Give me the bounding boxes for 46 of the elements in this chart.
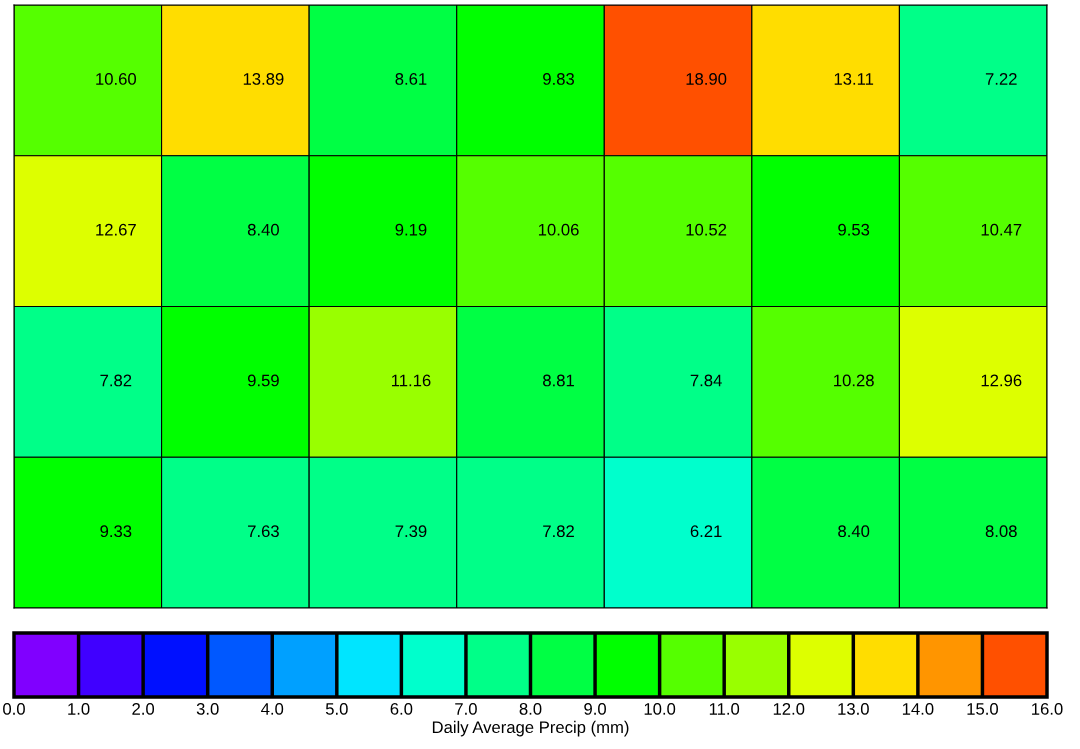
data-label: 7.84 <box>690 374 722 387</box>
data-label: 10.47 <box>981 223 1022 236</box>
color-bar-label: 5.0 <box>325 703 348 715</box>
data-label: 9.19 <box>395 223 427 236</box>
color-bar-label: 6.0 <box>390 703 413 715</box>
color-bar-label: 15.0 <box>967 703 999 715</box>
data-label: 13.11 <box>834 73 874 85</box>
data-label: 10.06 <box>538 223 579 236</box>
color-bar-label: 8.0 <box>519 703 542 715</box>
data-label: 7.63 <box>248 525 279 538</box>
data-label: 7.82 <box>100 374 132 387</box>
data-label: 7.82 <box>543 525 574 538</box>
color-bar-label: 10.0 <box>644 703 676 715</box>
data-label: 7.39 <box>395 525 427 538</box>
color-bar-label: 13.0 <box>838 703 869 715</box>
data-label: 8.40 <box>247 223 279 236</box>
color-bar-label: 12.0 <box>773 703 805 715</box>
data-label: 8.81 <box>543 374 574 387</box>
data-label: 10.28 <box>834 374 874 387</box>
data-label: 9.83 <box>543 73 575 85</box>
color-bar-label: 16.0 <box>1032 703 1063 715</box>
data-label: 6.21 <box>690 525 722 538</box>
color-bar-label: 0.0 <box>3 703 25 715</box>
data-label: 9.53 <box>838 223 870 236</box>
data-label: 8.08 <box>985 525 1017 538</box>
data-label: 8.40 <box>838 525 870 538</box>
color-bar-label: 2.0 <box>132 703 155 715</box>
data-label: 18.90 <box>686 73 727 85</box>
color-bar-label: 14.0 <box>902 703 934 715</box>
color-bar-label: 4.0 <box>261 703 284 715</box>
data-label: 10.60 <box>96 73 137 85</box>
data-label: 10.52 <box>686 223 727 236</box>
data-label: 9.33 <box>100 525 132 538</box>
color-bar-label: 3.0 <box>196 703 219 715</box>
color-bar-title: Daily Average Precip (mm) <box>432 720 629 737</box>
data-label: 12.96 <box>981 374 1022 387</box>
data-label: 7.22 <box>985 73 1017 85</box>
data-label: 8.61 <box>395 73 427 85</box>
color-bar-label: 7.0 <box>455 703 477 715</box>
data-label: 11.16 <box>392 374 431 387</box>
color-bar-label: 9.0 <box>584 703 606 715</box>
color-bar-label: 11.0 <box>709 703 740 715</box>
data-label: 9.59 <box>247 374 279 387</box>
color-bar-label: 1.0 <box>68 703 90 715</box>
data-label: 12.67 <box>96 223 136 236</box>
data-label: 13.89 <box>243 73 284 85</box>
